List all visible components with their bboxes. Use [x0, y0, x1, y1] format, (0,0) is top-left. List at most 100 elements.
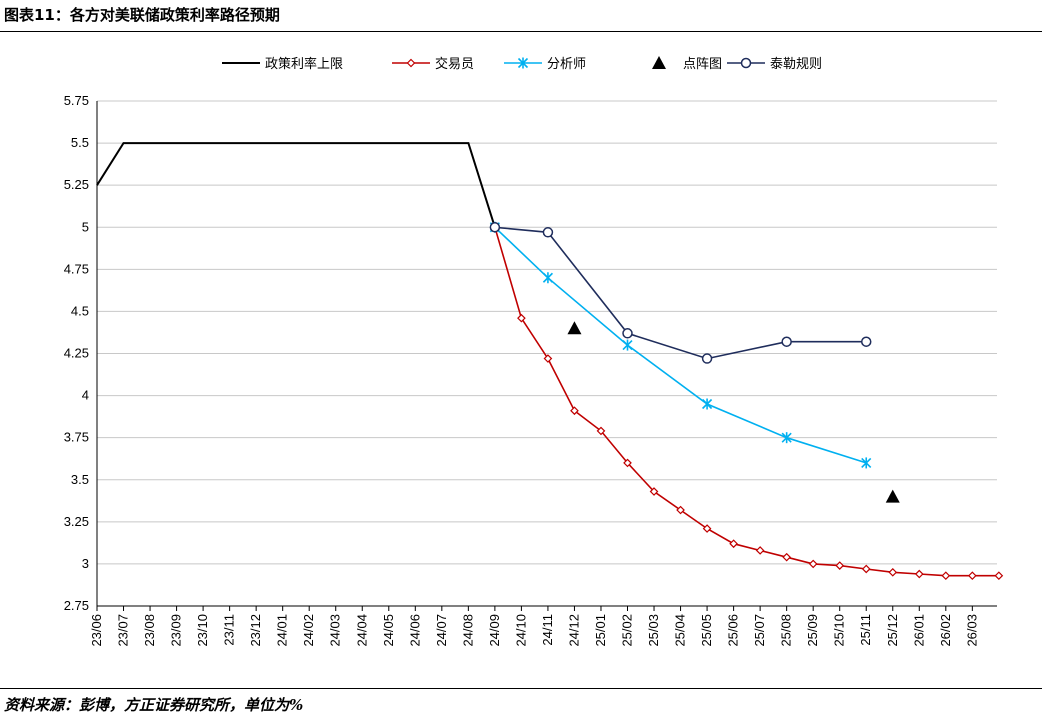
y-tick-label: 5 [82, 219, 89, 234]
legend-item-analysts: 分析师 [504, 57, 586, 72]
gridlines [97, 100, 997, 565]
data-point-traders [782, 552, 792, 562]
x-tick-label: 23/08 [142, 614, 157, 647]
data-point-analysts [542, 272, 553, 284]
series-group [96, 142, 1004, 581]
x-tick-label: 24/07 [434, 614, 449, 647]
legend-swatch-marker [740, 57, 752, 69]
data-point-traders [994, 571, 1004, 581]
legend-label: 点阵图 [683, 57, 722, 72]
x-tick-label: 23/10 [195, 614, 210, 647]
x-tick-label: 24/10 [513, 614, 528, 647]
x-tick-label: 25/03 [646, 614, 661, 647]
figure-title: 图表11：各方对美联储政策利率路径预期 [4, 6, 280, 24]
data-point-traders [755, 546, 765, 555]
data-point-traders [623, 458, 632, 468]
x-tick-label: 23/06 [89, 614, 104, 647]
x-tick-label: 25/10 [832, 614, 847, 647]
y-tick-label: 5.25 [64, 177, 89, 192]
y-tick-label: 4.5 [71, 303, 89, 318]
x-tick-label: 25/06 [726, 614, 741, 647]
source-rule [0, 688, 1042, 689]
y-tick-label: 3.75 [64, 430, 89, 445]
data-point-traders [596, 426, 606, 436]
data-point-dot_plot [885, 489, 900, 503]
series-taylor_rule [489, 222, 872, 364]
data-point-traders [676, 505, 685, 515]
x-tick-label: 24/05 [381, 614, 396, 647]
legend-item-dot_plot: 点阵图 [652, 56, 722, 72]
x-tick-label: 23/09 [169, 614, 184, 647]
x-tick-label: 25/11 [858, 614, 873, 646]
y-tick-label: 2.75 [64, 598, 89, 613]
data-point-traders [517, 313, 526, 323]
y-tick-label: 5.75 [64, 93, 89, 108]
data-point-traders [808, 559, 818, 569]
x-tick-label: 24/09 [487, 614, 502, 647]
legend-item-traders: 交易员 [392, 56, 474, 72]
x-tick-label: 24/03 [328, 614, 343, 647]
y-tick-label: 4 [82, 388, 89, 403]
x-tick-label: 25/02 [620, 614, 635, 647]
data-point-traders [967, 571, 977, 581]
rate-path-chart: 2.75 3 3.25 3.5 3.75 4 4.25 4.5 4.75 5 5.25 5.5 5.75… [64, 56, 1004, 647]
legend-swatch-marker [517, 57, 529, 69]
legend-label: 分析师 [547, 57, 586, 72]
source-note: 资料来源：彭博，方正证券研究所，单位为% [4, 696, 304, 714]
y-tick-label: 3.25 [64, 514, 89, 529]
x-tick-label: 24/12 [566, 614, 581, 647]
data-point-traders [543, 354, 553, 363]
data-point-taylor_rule [701, 353, 713, 364]
y-tick-label: 4.75 [64, 261, 89, 276]
legend-label: 交易员 [435, 56, 474, 72]
data-point-taylor_rule [489, 222, 501, 233]
x-tick-label: 23/11 [222, 614, 237, 646]
series-line-analysts [494, 226, 867, 464]
x-tick-label: 24/02 [301, 614, 316, 647]
data-point-analysts [702, 398, 713, 410]
series-line-upper_bound [96, 142, 496, 228]
x-tick-label: 25/09 [805, 614, 820, 647]
y-tick-label: 5.5 [71, 135, 89, 150]
legend: 政策利率上限 交易员 分析师 点阵图 泰勒规则 [222, 56, 822, 72]
data-point-traders [702, 524, 712, 533]
x-tick-label: 23/12 [248, 614, 263, 647]
y-tick-label: 3 [82, 556, 89, 571]
series-line-taylor_rule [494, 226, 867, 360]
x-tick-label: 24/08 [460, 614, 475, 647]
data-point-traders [570, 406, 579, 416]
data-point-taylor_rule [542, 227, 554, 238]
series-dot_plot [567, 321, 900, 503]
data-point-traders [914, 569, 924, 579]
x-tick-label: 25/04 [673, 614, 688, 647]
x-tick-label: 25/05 [699, 614, 714, 647]
legend-label: 泰勒规则 [770, 57, 822, 72]
data-point-traders [729, 539, 738, 549]
x-tick-label: 24/01 [275, 614, 290, 647]
y-tick-label: 4.25 [64, 346, 89, 361]
series-traders [490, 222, 1004, 581]
x-tick-label: 26/03 [964, 614, 979, 647]
legend-item-taylor_rule: 泰勒规则 [727, 57, 822, 72]
x-tick-label: 24/06 [407, 614, 422, 647]
x-tick-label: 24/11 [540, 614, 555, 646]
x-tick-label: 24/04 [354, 614, 369, 647]
axes: 2.75 3 3.25 3.5 3.75 4 4.25 4.5 4.75 5 5.25 5.5 5.75… [64, 93, 997, 647]
data-point-traders [888, 567, 898, 577]
x-tick-label: 25/12 [885, 614, 900, 647]
data-point-analysts [781, 432, 792, 444]
legend-swatch-marker [406, 58, 416, 68]
data-point-traders [941, 571, 951, 581]
legend-swatch-marker [652, 56, 666, 69]
data-point-traders [649, 487, 659, 496]
x-tick-label: 25/01 [593, 614, 608, 647]
series-analysts [489, 221, 872, 469]
x-tick-label: 25/07 [752, 614, 767, 647]
x-tick-label: 25/08 [779, 614, 794, 647]
data-point-analysts [861, 457, 872, 469]
y-tick-label: 3.5 [71, 472, 89, 487]
title-rule [0, 31, 1042, 32]
legend-label: 政策利率上限 [265, 56, 343, 72]
data-point-traders [861, 564, 871, 574]
data-point-taylor_rule [781, 336, 792, 347]
